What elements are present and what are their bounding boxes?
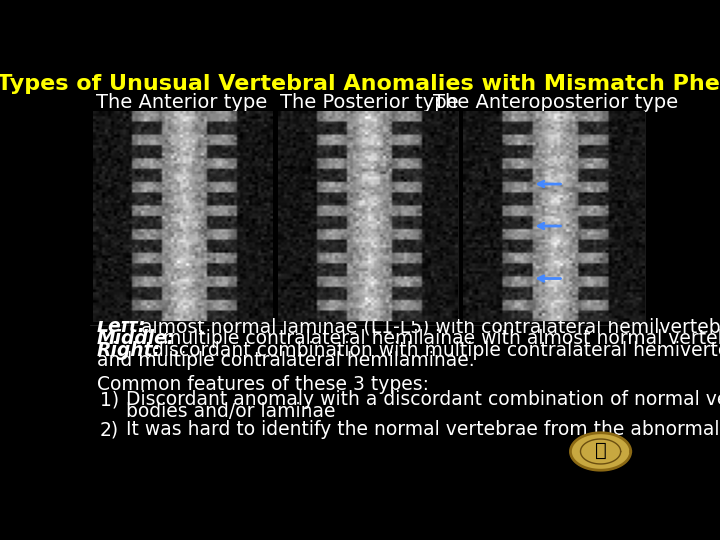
Text: Left:: Left:: [96, 318, 146, 336]
Text: almost normal laminae (L1-L5) with contralateral hemilvertebrae.: almost normal laminae (L1-L5) with contr…: [135, 318, 720, 336]
Text: multiple contralateral hemilainae with almost normal vertebral bodies: multiple contralateral hemilainae with a…: [158, 329, 720, 348]
FancyBboxPatch shape: [463, 111, 645, 321]
Text: bodies and/or laminae: bodies and/or laminae: [126, 402, 336, 422]
Text: 1): 1): [100, 390, 120, 409]
Text: discordant combination with multiple contralateral hemivertebral bodies: discordant combination with multiple con…: [146, 341, 720, 360]
Text: Middle:: Middle:: [96, 329, 175, 348]
Text: It was hard to identify the normal vertebrae from the abnormal.: It was hard to identify the normal verte…: [126, 420, 720, 440]
Text: The Anteroposterior type: The Anteroposterior type: [433, 93, 678, 112]
Text: 2): 2): [100, 420, 120, 440]
Text: Three Types of Unusual Vertebral Anomalies with Mismatch Phenomena: Three Types of Unusual Vertebral Anomali…: [0, 73, 720, 93]
Text: Right:: Right:: [96, 341, 161, 360]
Text: The Posterior type: The Posterior type: [279, 93, 459, 112]
FancyBboxPatch shape: [278, 111, 458, 321]
Text: and multiple contralateral hemilaminae.: and multiple contralateral hemilaminae.: [96, 352, 474, 370]
FancyBboxPatch shape: [93, 111, 272, 321]
Text: Common features of these 3 types:: Common features of these 3 types:: [96, 375, 428, 394]
Text: Discordant anomaly with a discordant combination of normal vertebral: Discordant anomaly with a discordant com…: [126, 390, 720, 409]
Text: The Anterior type: The Anterior type: [96, 93, 268, 112]
